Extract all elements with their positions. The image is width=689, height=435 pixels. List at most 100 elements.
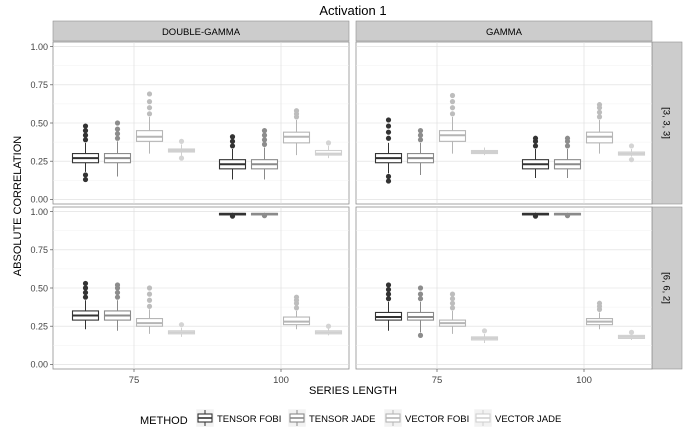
- outlier-point: [532, 213, 539, 219]
- legend-entry: VECTOR FOBI: [383, 408, 469, 428]
- outlier-point: [146, 99, 153, 105]
- outlier-point: [417, 291, 424, 297]
- x-tick-label: 100: [576, 375, 592, 386]
- outlier-point: [385, 291, 392, 297]
- outlier-point: [449, 99, 456, 105]
- outlier-point: [146, 285, 153, 291]
- box: [374, 282, 403, 331]
- box: [282, 294, 311, 330]
- outlier-point: [261, 213, 268, 219]
- outlier-point: [293, 108, 300, 114]
- outlier-point: [229, 138, 236, 144]
- y-tick-label: 0.25: [30, 157, 48, 167]
- y-tick-label: 0.00: [30, 195, 48, 205]
- facet-strip-col: [355, 20, 653, 42]
- outlier-point: [385, 286, 392, 293]
- outlier-point: [385, 129, 392, 135]
- outlier-point: [564, 213, 571, 219]
- legend-entry: TENSOR JADE: [287, 408, 376, 428]
- outlier-point: [114, 131, 121, 137]
- box: [585, 102, 614, 154]
- outlier-point: [229, 213, 236, 219]
- box: [167, 138, 196, 161]
- outlier-point: [146, 105, 153, 111]
- box: [585, 300, 614, 330]
- y-tick-label: 0.75: [30, 245, 48, 255]
- facet-panel: [355, 41, 653, 205]
- box: [135, 91, 164, 154]
- outlier-point: [449, 92, 456, 99]
- box: [438, 92, 467, 154]
- outlier-point: [596, 300, 603, 306]
- outlier-point: [82, 172, 89, 178]
- outlier-point: [82, 176, 89, 183]
- chart-title: Activation 1: [319, 3, 386, 18]
- outlier-point: [417, 132, 424, 138]
- legend-label: TENSOR FOBI: [217, 414, 281, 425]
- outlier-point: [325, 140, 332, 146]
- outlier-point: [178, 155, 185, 161]
- legend-entry: VECTOR JADE: [473, 408, 561, 428]
- outlier-point: [82, 128, 89, 134]
- box: [250, 212, 279, 219]
- outlier-point: [449, 300, 456, 306]
- outlier-point: [146, 91, 153, 97]
- legend-label: TENSOR JADE: [309, 414, 376, 425]
- box: [71, 123, 100, 183]
- box: [406, 128, 435, 175]
- outlier-point: [229, 143, 236, 149]
- box: [553, 135, 582, 179]
- box: [314, 140, 343, 159]
- box: [521, 212, 550, 219]
- facet-strip-row-label: [3, 3, 3]: [661, 107, 672, 139]
- legend-label: VECTOR JADE: [495, 414, 561, 425]
- outlier-point: [596, 114, 603, 120]
- legend-entry: TENSOR FOBI: [195, 408, 281, 428]
- box: [218, 212, 247, 219]
- box: [406, 285, 435, 338]
- facet-strip-col-label: GAMMA: [486, 27, 523, 38]
- outlier-point: [82, 289, 89, 296]
- outlier-point: [449, 111, 456, 117]
- outlier-point: [82, 294, 89, 300]
- outlier-point: [293, 305, 300, 311]
- facet-strip-row: [651, 206, 683, 370]
- outlier-point: [532, 143, 539, 149]
- legend-label: VECTOR FOBI: [405, 414, 469, 425]
- outlier-point: [628, 143, 635, 149]
- box: [103, 120, 132, 177]
- outlier-point: [417, 332, 424, 338]
- facet-strip-col-label: DOUBLE-GAMMA: [162, 27, 241, 38]
- y-tick-label: 0.50: [30, 118, 48, 128]
- outlier-point: [82, 123, 89, 129]
- box: [282, 108, 311, 156]
- outlier-point: [261, 137, 268, 143]
- y-tick-label: 0.50: [30, 283, 48, 293]
- outlier-point: [532, 135, 539, 141]
- outlier-point: [628, 157, 635, 163]
- x-tick-label: 75: [129, 375, 140, 386]
- y-tick-label: 1.00: [30, 42, 48, 52]
- box: [617, 329, 646, 340]
- box: [521, 135, 550, 179]
- outlier-point: [293, 294, 300, 300]
- outlier-point: [596, 109, 603, 115]
- outlier-point: [82, 285, 89, 291]
- outlier-point: [628, 329, 635, 335]
- y-axis-label: ABSOLUTE CORRELATION: [12, 136, 24, 276]
- box: [470, 147, 499, 156]
- outlier-point: [146, 297, 153, 303]
- outlier-point: [385, 123, 392, 129]
- box: [71, 280, 100, 330]
- legend-title: METHOD: [140, 415, 188, 427]
- outlier-point: [449, 296, 456, 302]
- outlier-point: [417, 285, 424, 291]
- facet-panel: [52, 41, 350, 205]
- outlier-point: [385, 282, 392, 288]
- x-tick-label: 75: [432, 375, 443, 386]
- x-tick-label: 100: [273, 375, 289, 386]
- outlier-point: [385, 117, 392, 123]
- y-tick-label: 1.00: [30, 207, 48, 217]
- outlier-point: [385, 173, 392, 180]
- outlier-point: [146, 303, 153, 309]
